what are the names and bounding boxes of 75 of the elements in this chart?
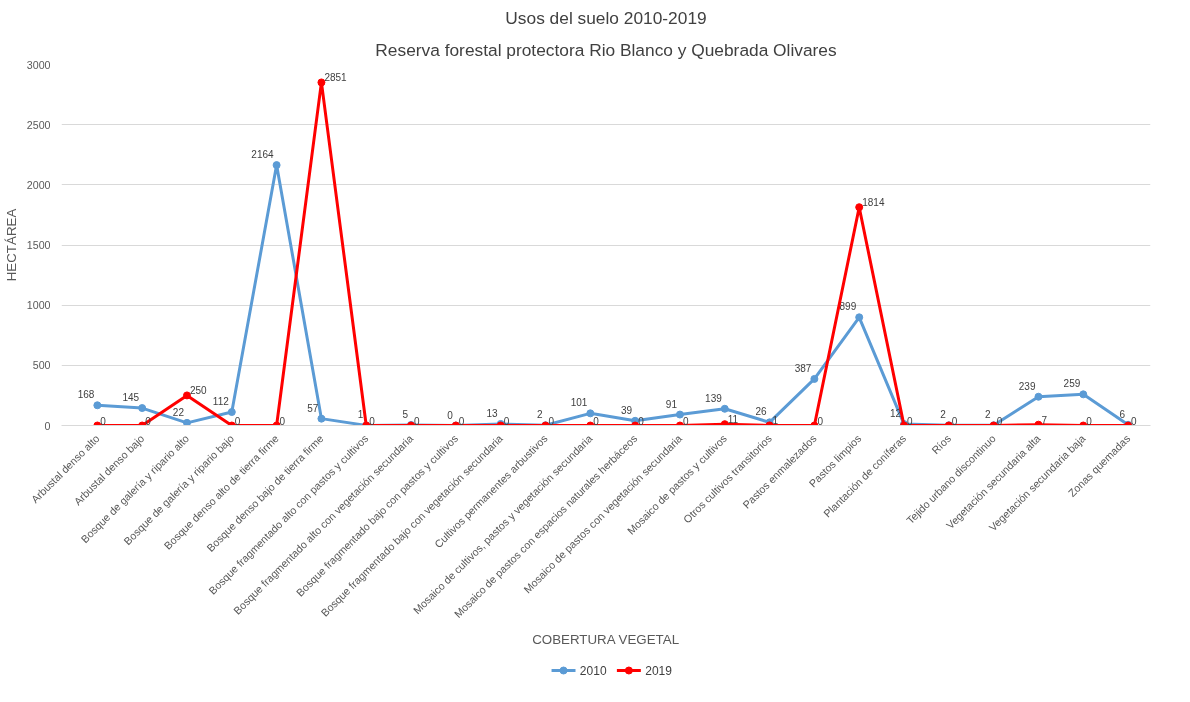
data-label: 259 [1063, 378, 1081, 390]
data-label: 2851 [324, 72, 348, 84]
data-label: 1 [772, 415, 779, 427]
y-tick-label: 1000 [26, 299, 51, 312]
data-label: 0 [1086, 415, 1093, 427]
point [855, 313, 864, 322]
point [810, 374, 819, 383]
data-label: 91 [665, 398, 678, 410]
data-label: 22 [172, 406, 185, 418]
data-label: 101 [570, 397, 588, 409]
data-label: 5 [402, 408, 409, 420]
data-label: 168 [77, 389, 95, 401]
data-label: 0 [682, 415, 689, 427]
point [586, 409, 595, 418]
data-label: 2164 [251, 149, 275, 161]
data-label: 0 [414, 415, 421, 427]
y-tick-label: 0 [44, 419, 51, 432]
chart-title: Usos del suelo 2010-2019 [505, 7, 707, 28]
y-tick-label: 2500 [26, 118, 51, 131]
y-axis-title: HECTÁREA [3, 208, 19, 282]
data-label: 0 [100, 415, 107, 427]
data-label: 0 [503, 415, 510, 427]
point [317, 78, 326, 87]
legend-label: 2010 [579, 664, 607, 678]
y-tick-label: 500 [32, 359, 51, 372]
point [182, 418, 191, 426]
point [720, 404, 729, 413]
point [317, 414, 326, 423]
point [855, 203, 864, 212]
data-label: 899 [839, 301, 857, 313]
data-label: 250 [189, 385, 208, 397]
data-label: 0 [279, 415, 286, 427]
legend-label: 2019 [645, 664, 673, 678]
data-label: 1 [357, 409, 364, 421]
data-label: 387 [794, 362, 812, 374]
point [227, 408, 236, 417]
point [1034, 392, 1043, 401]
point [675, 410, 684, 419]
data-label: 2 [940, 409, 947, 421]
point [93, 401, 102, 410]
data-label: 2 [985, 409, 992, 421]
x-axis-title: COBERTURA VEGETAL [532, 632, 680, 648]
data-label: 112 [212, 396, 230, 408]
data-label: 239 [1018, 380, 1036, 392]
data-label: 0 [369, 415, 376, 427]
data-label: 0 [951, 415, 958, 427]
point [1079, 390, 1088, 399]
data-label: 11 [727, 414, 739, 426]
point [182, 391, 191, 400]
data-label: 0 [234, 415, 241, 427]
data-label: 0 [447, 409, 454, 421]
data-label: 145 [122, 392, 140, 404]
data-label: 7 [1041, 414, 1048, 426]
data-label: 57 [307, 402, 319, 414]
data-label: 0 [817, 415, 824, 427]
data-label: 0 [1131, 415, 1138, 427]
data-label: 0 [996, 415, 1003, 427]
y-tick-label: 1500 [26, 239, 51, 251]
data-label: 6 [1119, 408, 1126, 420]
data-label: 0 [907, 415, 914, 427]
data-label: 0 [458, 415, 465, 427]
data-label: 0 [548, 415, 555, 427]
y-tick-label: 2000 [26, 178, 51, 191]
point [138, 404, 147, 413]
point [272, 161, 281, 170]
data-label: 13 [486, 407, 499, 419]
data-label: 39 [621, 404, 633, 416]
data-label: 0 [593, 415, 600, 427]
chart-subtitle: Reserva forestal protectora Rio Blanco y Quebrada Olivares [375, 39, 837, 60]
x-tick-label: Ríos [929, 432, 954, 457]
data-label: 1814 [862, 197, 885, 209]
y-tick-label: 3000 [26, 58, 51, 71]
data-label: 2 [536, 409, 543, 421]
data-label: 26 [755, 406, 768, 418]
data-label: 139 [705, 392, 723, 404]
